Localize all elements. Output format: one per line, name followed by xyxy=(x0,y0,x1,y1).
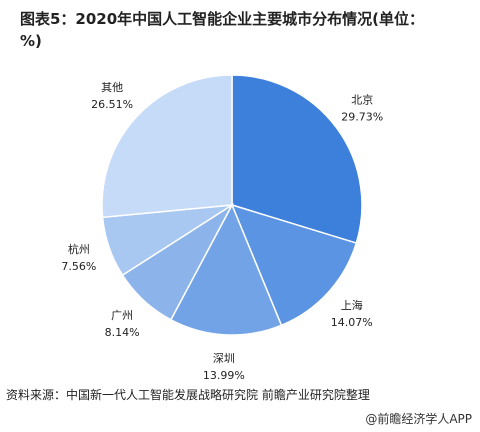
value-label: 8.14% xyxy=(105,326,140,339)
value-label: 29.73% xyxy=(341,111,383,124)
slice-label: 上海 xyxy=(341,298,363,312)
pie-slice xyxy=(101,74,233,219)
value-label: 26.51% xyxy=(91,98,133,111)
source-note: 资料来源：中国新一代人工智能发展战略研究院 前瞻产业研究院整理 xyxy=(6,388,370,402)
slice-label: 广州 xyxy=(111,309,133,322)
chart-title: 图表5：2020年中国人工智能企业主要城市分布情况(单位：%) xyxy=(20,10,425,50)
slice-label: 其他 xyxy=(101,81,123,94)
slice-label: 深圳 xyxy=(213,352,235,365)
value-label: 13.99% xyxy=(203,369,245,382)
footer-brand: @前瞻经济学人APP xyxy=(365,412,472,426)
slice-label: 杭州 xyxy=(68,242,90,256)
pie-slice xyxy=(169,203,283,336)
value-label: 14.07% xyxy=(331,316,373,329)
pie-slice xyxy=(230,203,358,327)
slice-label: 北京 xyxy=(351,93,373,107)
pie-slice xyxy=(231,74,363,245)
value-label: 7.56% xyxy=(61,260,96,273)
